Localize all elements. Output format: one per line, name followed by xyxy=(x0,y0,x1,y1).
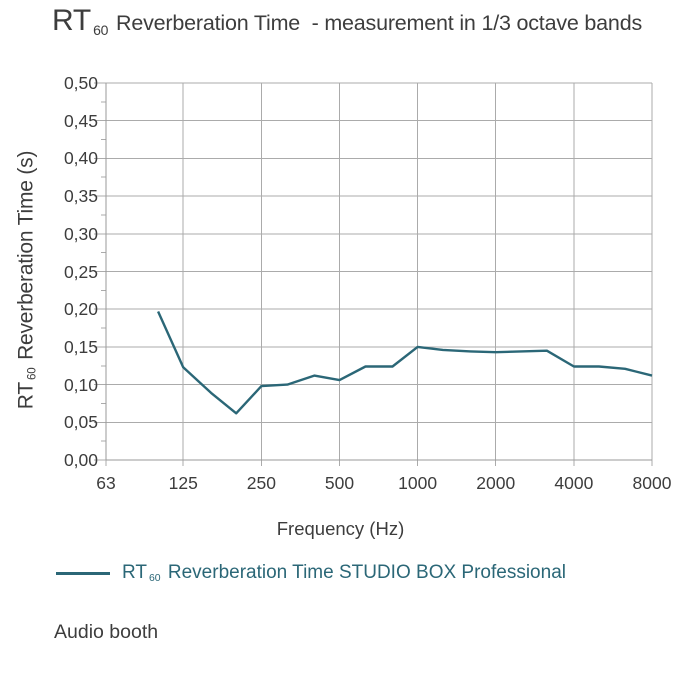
y-tick-label: 0,40 xyxy=(63,148,98,169)
legend-label-text: Reverberation Time STUDIO BOX Profession… xyxy=(162,562,566,583)
y-tick-label: 0,50 xyxy=(63,73,98,93)
y-axis-title-text: Reverberation Time (s) xyxy=(14,150,38,366)
y-tick-label: 0,35 xyxy=(63,186,98,207)
legend-label-rt: RT xyxy=(122,562,147,583)
y-tick-label: 0,25 xyxy=(63,261,98,282)
x-tick-label: 8000 xyxy=(632,473,672,493)
x-tick-label: 1000 xyxy=(398,473,438,493)
x-tick-label: 63 xyxy=(96,473,116,493)
chart-title-subscript: 60 xyxy=(93,22,109,38)
y-tick-label: 0,15 xyxy=(63,336,98,357)
x-tick-label: 4000 xyxy=(554,473,594,493)
plot-area xyxy=(94,82,653,466)
y-tick-label: 0,10 xyxy=(63,374,98,395)
x-axis-title: Frequency (Hz) xyxy=(276,518,405,539)
x-tick-label: 500 xyxy=(324,473,355,493)
legend-line-swatch xyxy=(56,572,110,575)
chart-title-rt: RT xyxy=(52,4,92,37)
y-tick-label: 0,45 xyxy=(63,110,98,131)
legend-label: RT 60 Reverberation Time STUDIO BOX Profe… xyxy=(122,562,566,585)
y-tick-label: 0,20 xyxy=(63,299,98,320)
chart-title: RT 60 Reverberation Time - measurement in… xyxy=(52,4,642,38)
chart-title-text: Reverberation Time - measurement in 1/3 … xyxy=(110,11,642,35)
rt60-series-line xyxy=(157,311,653,415)
chart-caption: Audio booth xyxy=(54,621,159,643)
legend-label-subscript: 60 xyxy=(148,572,161,584)
x-tick-label: 250 xyxy=(246,473,276,493)
y-tick-label: 0,00 xyxy=(63,450,98,470)
x-tick-label: 2000 xyxy=(476,473,516,493)
x-tick-label: 125 xyxy=(168,473,198,493)
y-tick-label: 0,30 xyxy=(63,223,98,244)
y-tick-label: 0,05 xyxy=(63,412,98,433)
